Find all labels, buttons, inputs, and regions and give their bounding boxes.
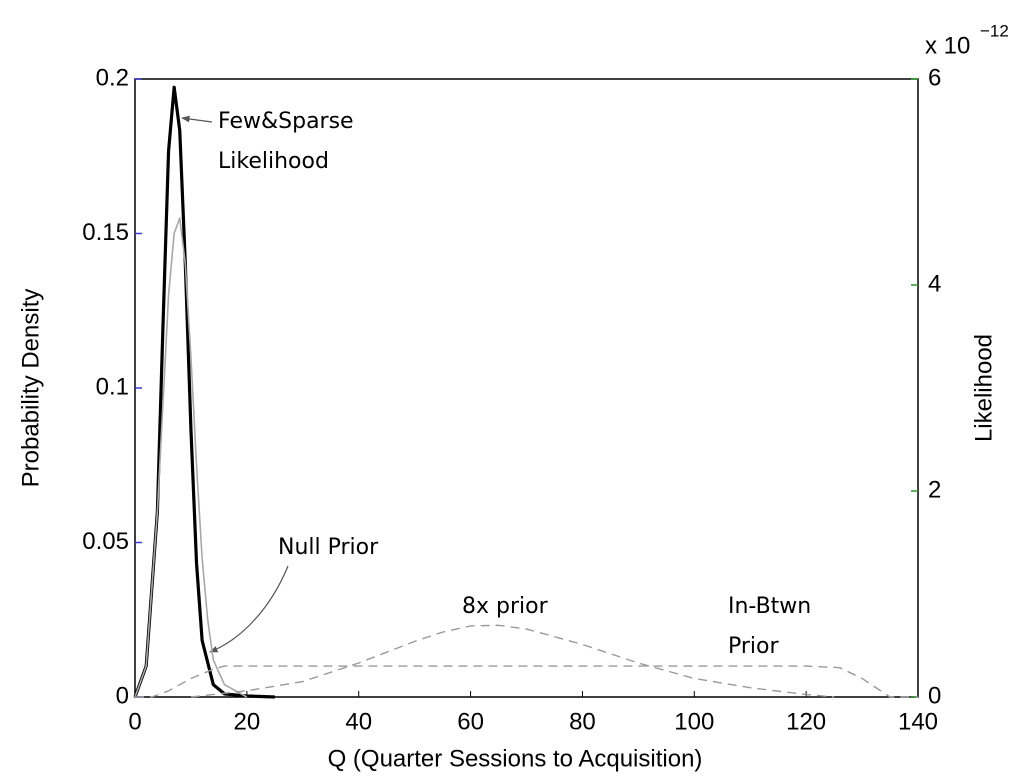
y-tick-label: 0.1 (96, 373, 129, 400)
annotation: 8x prior (462, 594, 548, 619)
y2-exponent: −12 (980, 21, 1009, 40)
y2-tick-label: 4 (928, 270, 941, 297)
annotation: Few&Sparse Likelihood (218, 109, 354, 174)
line-series (134, 217, 248, 698)
line-series (135, 665, 918, 698)
y-tick-label: 0.2 (96, 64, 129, 91)
annotation-arrow (209, 565, 289, 653)
y2-tick-label: 2 (928, 476, 941, 503)
y-tick-label: 0.05 (82, 528, 129, 555)
line-series (190, 624, 835, 698)
x-tick-label: 120 (786, 708, 826, 735)
x-tick-label: 40 (345, 708, 372, 735)
y-tick-label: 0 (116, 682, 129, 709)
x-tick-label: 0 (128, 708, 141, 735)
y2-tick-label: 0 (928, 682, 941, 709)
x-tick-label: 140 (898, 708, 938, 735)
y2-multiplier: x 10 (925, 32, 970, 59)
y-axis-label: Probability Density (17, 289, 44, 488)
annotation: Null Prior (278, 535, 379, 560)
y-tick-label: 0.15 (82, 219, 129, 246)
x-axis-label: Q (Quarter Sessions to Acquisition) (328, 745, 703, 772)
x-tick-label: 80 (569, 708, 596, 735)
annotation-arrow (181, 115, 213, 123)
annotation: In-Btwn Prior (728, 594, 812, 659)
x-tick-label: 60 (457, 708, 484, 735)
y2-axis-label: Likelihood (970, 334, 997, 442)
x-tick-label: 100 (674, 708, 714, 735)
y2-tick-label: 6 (928, 64, 941, 91)
x-tick-label: 20 (234, 708, 261, 735)
